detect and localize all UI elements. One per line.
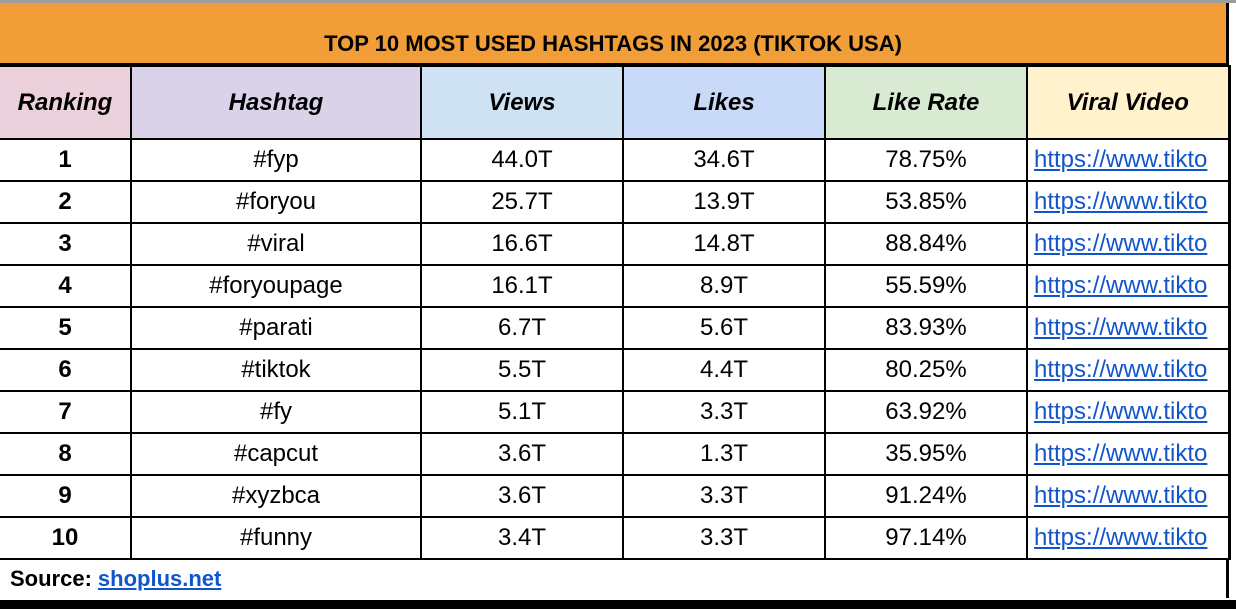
cell-viral-video: https://www.tikto: [1026, 222, 1231, 266]
cell-viral-video: https://www.tikto: [1026, 390, 1231, 434]
cell-ranking: 7: [0, 390, 132, 434]
cell-viral-video: https://www.tikto: [1026, 138, 1231, 182]
cell-hashtag: #viral: [130, 222, 422, 266]
cell-likes: 5.6T: [622, 306, 826, 350]
cell-hashtag: #tiktok: [130, 348, 422, 392]
cell-views: 25.7T: [420, 180, 624, 224]
cell-likes: 3.3T: [622, 474, 826, 518]
cell-views: 5.5T: [420, 348, 624, 392]
hashtag-table: Ranking Hashtag Views Likes Like Rate Vi…: [0, 65, 1231, 560]
cell-ranking: 2: [0, 180, 132, 224]
table-row: 5 #parati 6.7T 5.6T 83.93% https://www.tikto: [0, 306, 1231, 350]
cell-hashtag: #funny: [130, 516, 422, 560]
cell-ranking: 6: [0, 348, 132, 392]
cell-like-rate: 80.25%: [824, 348, 1028, 392]
cell-hashtag: #xyzbca: [130, 474, 422, 518]
header-like-rate: Like Rate: [824, 65, 1028, 140]
viral-video-link[interactable]: https://www.tikto: [1034, 524, 1208, 551]
viral-video-link[interactable]: https://www.tikto: [1034, 482, 1208, 509]
cell-likes: 14.8T: [622, 222, 826, 266]
table-row: 4 #foryoupage 16.1T 8.9T 55.59% https://www.t…: [0, 264, 1231, 308]
table-row: 2 #foryou 25.7T 13.9T 53.85% https://www.tikt…: [0, 180, 1231, 224]
cell-viral-video: https://www.tikto: [1026, 432, 1231, 476]
table-row: 9 #xyzbca 3.6T 3.3T 91.24% https://www.tikto: [0, 474, 1231, 518]
header-ranking: Ranking: [0, 65, 132, 140]
source-link[interactable]: shoplus.net: [97, 566, 222, 591]
table-row: 8 #capcut 3.6T 1.3T 35.95% https://www.tikto: [0, 432, 1231, 476]
cell-viral-video: https://www.tikto: [1026, 306, 1231, 350]
bottom-border: [0, 600, 1236, 609]
cell-ranking: 3: [0, 222, 132, 266]
cell-ranking: 5: [0, 306, 132, 350]
cell-like-rate: 53.85%: [824, 180, 1028, 224]
viral-video-link[interactable]: https://www.tikto: [1034, 188, 1208, 215]
cell-likes: 3.3T: [622, 516, 826, 560]
cell-viral-video: https://www.tikto: [1026, 474, 1231, 518]
table-row: 6 #tiktok 5.5T 4.4T 80.25% https://www.tikto: [0, 348, 1231, 392]
table-row: 3 #viral 16.6T 14.8T 88.84% https://www.tikto: [0, 222, 1231, 266]
header-likes: Likes: [622, 65, 826, 140]
cell-views: 3.6T: [420, 432, 624, 476]
cell-hashtag: #fy: [130, 390, 422, 434]
cell-viral-video: https://www.tikto: [1026, 348, 1231, 392]
cell-ranking: 1: [0, 138, 132, 182]
cell-like-rate: 88.84%: [824, 222, 1028, 266]
cell-hashtag: #foryoupage: [130, 264, 422, 308]
cell-views: 16.6T: [420, 222, 624, 266]
cell-views: 16.1T: [420, 264, 624, 308]
viral-video-link[interactable]: https://www.tikto: [1034, 230, 1208, 257]
viral-video-link[interactable]: https://www.tikto: [1034, 398, 1208, 425]
viral-video-link[interactable]: https://www.tikto: [1034, 314, 1208, 341]
cell-like-rate: 55.59%: [824, 264, 1028, 308]
cell-views: 6.7T: [420, 306, 624, 350]
cell-hashtag: #capcut: [130, 432, 422, 476]
cell-hashtag: #fyp: [130, 138, 422, 182]
header-views: Views: [420, 65, 624, 140]
cell-ranking: 8: [0, 432, 132, 476]
source-label: Source:: [10, 566, 92, 591]
cell-like-rate: 35.95%: [824, 432, 1028, 476]
header-hashtag: Hashtag: [130, 65, 422, 140]
cell-ranking: 9: [0, 474, 132, 518]
viral-video-link[interactable]: https://www.tikto: [1034, 356, 1208, 383]
cell-viral-video: https://www.tikto: [1026, 180, 1231, 224]
cell-viral-video: https://www.tikto: [1026, 264, 1231, 308]
source-line: Source: shoplus.net: [0, 560, 1229, 598]
cell-likes: 8.9T: [622, 264, 826, 308]
cell-views: 3.4T: [420, 516, 624, 560]
cell-views: 44.0T: [420, 138, 624, 182]
cell-views: 3.6T: [420, 474, 624, 518]
cell-like-rate: 63.92%: [824, 390, 1028, 434]
cell-likes: 13.9T: [622, 180, 826, 224]
table-row: 7 #fy 5.1T 3.3T 63.92% https://www.tikto: [0, 390, 1231, 434]
cell-likes: 1.3T: [622, 432, 826, 476]
viral-video-link[interactable]: https://www.tikto: [1034, 146, 1208, 173]
cell-views: 5.1T: [420, 390, 624, 434]
viral-video-link[interactable]: https://www.tikto: [1034, 440, 1208, 467]
viral-video-link[interactable]: https://www.tikto: [1034, 272, 1208, 299]
cell-hashtag: #parati: [130, 306, 422, 350]
hashtag-table-sheet: TOP 10 MOST USED HASHTAGS IN 2023 (TIKTO…: [0, 3, 1231, 598]
cell-ranking: 4: [0, 264, 132, 308]
cell-ranking: 10: [0, 516, 132, 560]
cell-viral-video: https://www.tikto: [1026, 516, 1231, 560]
table-title: TOP 10 MOST USED HASHTAGS IN 2023 (TIKTO…: [0, 3, 1229, 65]
cell-likes: 4.4T: [622, 348, 826, 392]
cell-hashtag: #foryou: [130, 180, 422, 224]
table-row: 1 #fyp 44.0T 34.6T 78.75% https://www.tikto: [0, 138, 1231, 182]
table-row: 10 #funny 3.4T 3.3T 97.14% https://www.tikto: [0, 516, 1231, 560]
header-row: Ranking Hashtag Views Likes Like Rate Vi…: [0, 65, 1231, 140]
cell-like-rate: 83.93%: [824, 306, 1028, 350]
cell-like-rate: 91.24%: [824, 474, 1028, 518]
header-viral-video: Viral Video: [1026, 65, 1231, 140]
cell-likes: 34.6T: [622, 138, 826, 182]
cell-like-rate: 97.14%: [824, 516, 1028, 560]
cell-likes: 3.3T: [622, 390, 826, 434]
top-border: [0, 0, 1236, 3]
cell-like-rate: 78.75%: [824, 138, 1028, 182]
